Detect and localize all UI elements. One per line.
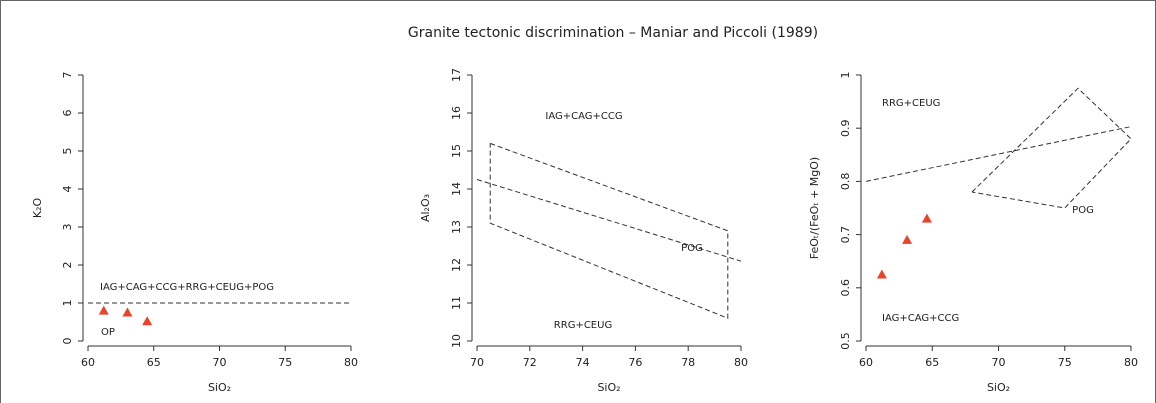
y-tick-label: 4: [61, 186, 74, 193]
annotation: IAG+CAG+CCG: [545, 111, 622, 122]
y-tick-label: 1: [839, 72, 852, 79]
annotation: RRG+CEUG: [554, 320, 612, 331]
annotation: IAG+CAG+CCG+RRG+CEUG+POG: [100, 282, 274, 293]
y-tick-label: 0.5: [839, 332, 852, 350]
x-tick-label: 80: [1124, 356, 1138, 369]
y-tick-label: 0.8: [839, 173, 852, 191]
x-tick-label: 75: [1058, 356, 1072, 369]
y-tick-label: 0: [61, 338, 74, 345]
y-tick-label: 12: [450, 258, 463, 272]
x-axis-label: SiO₂: [597, 381, 620, 394]
y-tick-label: 13: [450, 220, 463, 234]
x-tick-label: 76: [628, 356, 642, 369]
annotation: POG: [681, 243, 703, 254]
y-tick-label: 2: [61, 262, 74, 269]
annotation: RRG+CEUG: [882, 98, 940, 109]
x-tick-label: 60: [859, 356, 873, 369]
boundary: [865, 126, 1132, 182]
y-tick-label: 6: [61, 110, 74, 117]
y-tick-label: 5: [61, 148, 74, 155]
x-tick-label: 70: [213, 356, 227, 369]
y-axis-label: K₂O: [31, 198, 44, 219]
point: [122, 307, 133, 317]
boundary: [971, 87, 1132, 209]
y-tick-label: 17: [450, 68, 463, 82]
x-tick-label: 74: [576, 356, 590, 369]
y-axis-label: Al₂O₃: [419, 194, 432, 222]
y-axis-label: FeOₜ/(FeOₜ + MgO): [808, 157, 821, 259]
boundary: [476, 179, 742, 262]
x-tick-label: 60: [81, 356, 95, 369]
x-tick-label: 80: [344, 356, 358, 369]
y-tick-label: 10: [450, 334, 463, 348]
x-tick-label: 72: [523, 356, 537, 369]
y-tick-label: 0.7: [839, 226, 852, 244]
y-tick-label: 16: [450, 106, 463, 120]
x-axis-label: SiO₂: [987, 381, 1010, 394]
x-tick-label: 70: [992, 356, 1006, 369]
y-tick-label: 3: [61, 224, 74, 231]
annotation: OP: [101, 327, 115, 338]
point: [921, 213, 932, 223]
chart-title: Granite tectonic discrimination – Maniar…: [408, 25, 818, 41]
x-tick-label: 80: [734, 356, 748, 369]
x-axis-label: SiO₂: [208, 381, 231, 394]
x-tick-label: 65: [925, 356, 939, 369]
y-tick-label: 0.9: [839, 119, 852, 137]
annotation: IAG+CAG+CCG: [882, 313, 959, 324]
point: [142, 316, 153, 326]
y-tick-label: 14: [450, 182, 463, 196]
y-tick-label: 11: [450, 296, 463, 310]
y-tick-label: 0.6: [839, 279, 852, 297]
y-tick-label: 1: [61, 300, 74, 307]
y-tick-label: 7: [61, 72, 74, 79]
point: [876, 269, 887, 279]
point: [98, 305, 109, 315]
point: [902, 234, 913, 244]
x-tick-label: 65: [147, 356, 161, 369]
x-tick-label: 70: [470, 356, 484, 369]
annotation: POG: [1072, 205, 1094, 216]
y-tick-label: 15: [450, 144, 463, 158]
x-tick-label: 78: [681, 356, 695, 369]
x-tick-label: 75: [278, 356, 292, 369]
boundary: [489, 142, 729, 319]
